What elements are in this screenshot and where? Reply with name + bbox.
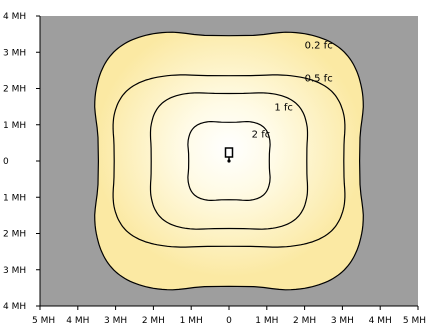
contour-label: 1 fc	[274, 102, 293, 113]
y-tick-label: 0	[3, 157, 9, 167]
y-tick-label: 1 MH	[3, 193, 26, 203]
y-tick-label: 1 MH	[3, 121, 26, 131]
x-tick-label: 3 MH	[331, 316, 354, 326]
contour-label: 2 fc	[252, 129, 271, 140]
y-tick-label: 2 MH	[3, 85, 26, 95]
x-tick-label: 2 MH	[142, 316, 165, 326]
y-tick-label: 2 MH	[3, 230, 26, 240]
fixture-point	[227, 159, 231, 163]
y-tick-label: 4 MH	[3, 302, 26, 312]
contour-label-group: 0.2 fc 0.5 fc 1 fc 2 fc	[252, 41, 333, 141]
x-tick-label: 2 MH	[293, 316, 316, 326]
fixture-body	[224, 147, 234, 158]
x-tick-label: 3 MH	[104, 316, 127, 326]
x-tick-label: 4 MH	[66, 316, 89, 326]
x-tick-label: 0	[226, 316, 232, 326]
x-tick-label: 1 MH	[180, 316, 203, 326]
fixture-icon	[224, 147, 234, 163]
contour-line-2-fc	[187, 121, 271, 201]
x-tick-label: 1 MH	[255, 316, 278, 326]
y-tick-label: 3 MH	[3, 48, 26, 58]
y-tick-label: 4 MH	[3, 12, 26, 22]
x-tick-label: 4 MH	[369, 316, 392, 326]
contour-label: 0.5 fc	[305, 73, 333, 84]
contour-line-1-fc	[149, 92, 309, 230]
y-tick-label: 3 MH	[3, 266, 26, 276]
x-tick-label: 5 MH	[403, 316, 426, 326]
x-tick-label: 5 MH	[32, 316, 55, 326]
contour-line-0-5-fc	[112, 74, 346, 248]
axes: 5 MH 4 MH 3 MH 2 MH 1 MH 0 1 MH 2 MH 3 MH 4 MH 5 M…	[3, 12, 426, 326]
contour-label: 0.2 fc	[305, 41, 333, 52]
